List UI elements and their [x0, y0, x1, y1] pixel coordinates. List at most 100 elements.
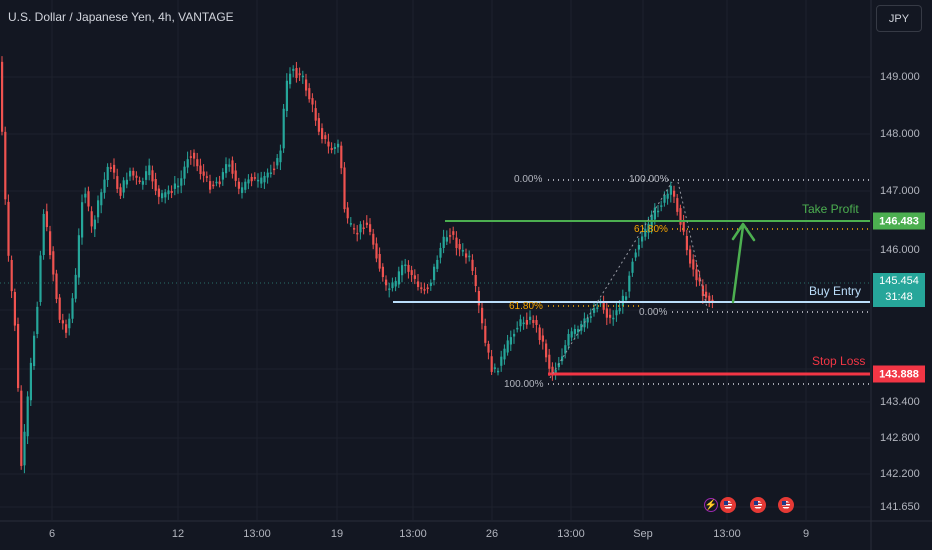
candle-body — [39, 255, 42, 302]
candle-body — [301, 75, 304, 78]
candle-body — [269, 172, 272, 174]
candle-body — [493, 367, 496, 369]
candle-body — [212, 184, 215, 187]
candle-body — [551, 366, 554, 374]
candle-body — [625, 296, 628, 300]
candle-body — [429, 282, 432, 286]
candle-body — [442, 236, 445, 248]
candle-body — [276, 158, 279, 166]
candle-body — [637, 244, 640, 250]
candle-body — [695, 269, 698, 281]
candle-body — [535, 320, 538, 325]
candle-body — [676, 198, 679, 212]
candle-body — [135, 175, 138, 178]
candle-body — [23, 431, 26, 466]
candle-body — [132, 170, 135, 176]
fib-level-label: 61.80% — [509, 301, 543, 312]
price-axis-label: 143.400 — [880, 396, 920, 408]
candle-body — [529, 316, 532, 320]
candle-body — [141, 181, 144, 185]
candle-body — [381, 266, 384, 278]
take-profit-price-tag: 146.483 — [873, 212, 925, 230]
candle-body — [525, 320, 528, 325]
candle-body — [292, 68, 295, 71]
candle-body — [45, 211, 48, 228]
candle-body — [237, 181, 240, 189]
candle-body — [513, 333, 516, 337]
candle-body — [7, 201, 10, 256]
candle-body — [410, 270, 413, 276]
candle-body — [4, 131, 7, 200]
currency-button[interactable]: JPY — [876, 5, 922, 32]
candle-body — [426, 287, 429, 289]
candle-body — [17, 324, 20, 389]
time-axis-label: Sep — [633, 528, 653, 540]
candle-body — [151, 170, 154, 182]
candle-body — [298, 73, 301, 76]
candle-body — [487, 343, 490, 353]
candle-body — [401, 265, 404, 276]
candle-body — [378, 254, 381, 269]
price-axis-label: 147.000 — [880, 185, 920, 197]
candle-body — [52, 251, 55, 275]
candle-body — [173, 183, 176, 189]
candle-body — [253, 177, 256, 179]
candle-body — [593, 308, 596, 313]
us-flag-icon[interactable] — [750, 497, 766, 513]
candle-body — [157, 188, 160, 197]
fib-trend-line — [549, 181, 673, 379]
candle-body — [164, 192, 167, 198]
candle-body — [295, 68, 298, 78]
candle-body — [612, 317, 615, 320]
candle-body — [154, 179, 157, 191]
candle-body — [641, 236, 644, 242]
candle-body — [481, 307, 484, 324]
candle-body — [397, 271, 400, 285]
us-flag-icon[interactable] — [778, 497, 794, 513]
candle-body — [452, 231, 455, 235]
candle-body — [231, 160, 234, 174]
candle-body — [484, 325, 487, 343]
candle-body — [103, 179, 106, 193]
candle-body — [679, 208, 682, 225]
buy-entry-label[interactable]: Buy Entry — [809, 284, 862, 298]
candle-body — [58, 297, 61, 320]
candle-body — [77, 235, 80, 278]
candle-body — [522, 322, 525, 325]
candle-body — [247, 179, 250, 184]
candle-body — [20, 390, 23, 466]
stop-loss-label[interactable]: Stop Loss — [812, 354, 866, 368]
candle-body — [705, 291, 708, 298]
fib-level-label: 100.00% — [629, 174, 669, 185]
candle-body — [119, 187, 122, 196]
candle-body — [93, 219, 96, 230]
candle-body — [458, 244, 461, 250]
candle-body — [257, 179, 260, 182]
candle-body — [330, 148, 333, 151]
candle-body — [317, 118, 320, 132]
candle-body — [417, 281, 420, 287]
candle-body — [289, 73, 292, 85]
take-profit-label[interactable]: Take Profit — [802, 202, 859, 216]
candle-body — [33, 335, 36, 366]
candle-body — [311, 98, 314, 105]
candle-body — [663, 194, 666, 203]
us-flag-icon[interactable] — [720, 497, 736, 513]
candle-body — [506, 340, 509, 353]
candle-body — [394, 280, 397, 287]
fib-level-label: 0.00% — [639, 307, 668, 318]
candle-body — [221, 172, 224, 180]
candle-body — [468, 255, 471, 258]
symbol-title: U.S. Dollar / Japanese Yen, 4h, VANTAGE — [8, 10, 234, 24]
price-axis-label: 148.000 — [880, 128, 920, 140]
candle-body — [145, 171, 148, 180]
candle-body — [138, 180, 141, 182]
candle-body — [10, 260, 13, 292]
candle-body — [618, 307, 621, 312]
flash-icon[interactable]: ⚡ — [704, 498, 718, 512]
candle-body — [503, 348, 506, 360]
candle-body — [388, 288, 391, 290]
candle-body — [180, 178, 183, 186]
